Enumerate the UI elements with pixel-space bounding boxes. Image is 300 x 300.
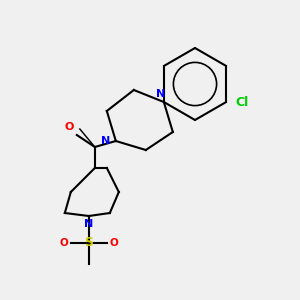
Text: N: N [100,136,110,146]
Text: N: N [156,89,165,99]
Text: N: N [84,219,93,229]
Text: S: S [84,236,93,250]
Text: O: O [64,122,74,132]
Text: O: O [110,238,118,248]
Text: O: O [59,238,68,248]
Text: Cl: Cl [235,95,248,109]
